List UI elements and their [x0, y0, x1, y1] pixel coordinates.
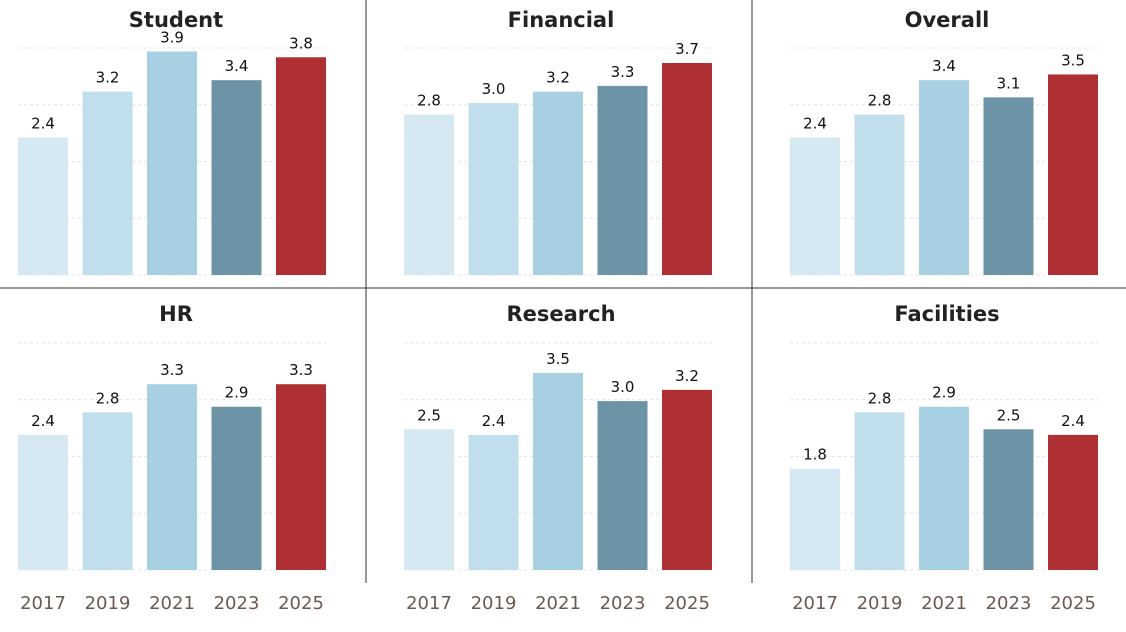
financial-bar-2025 — [662, 62, 712, 275]
hr-x-tick-2019: 2019 — [85, 593, 131, 614]
research-value-label-2021: 3.5 — [546, 350, 570, 368]
facilities-value-label-2021: 2.9 — [932, 384, 956, 402]
hr-bar-2021 — [147, 384, 197, 570]
student-bar-2023 — [211, 80, 262, 276]
research-value-label-2017: 2.5 — [417, 406, 441, 424]
research-bar-2023 — [597, 401, 648, 570]
research-x-tick-2023: 2023 — [600, 593, 646, 614]
overall-value-label-2017: 2.4 — [803, 114, 827, 132]
financial-value-label-2017: 2.8 — [417, 92, 441, 110]
hr-value-label-2021: 3.3 — [160, 361, 184, 379]
facilities-bar-2019 — [854, 412, 905, 570]
research-x-tick-2021: 2021 — [535, 593, 581, 614]
student-bar-2025 — [276, 57, 326, 276]
research-bar-2017 — [404, 429, 454, 570]
hr-x-tick-2025: 2025 — [278, 593, 324, 614]
hr-value-label-2023: 2.9 — [225, 384, 249, 402]
financial-bar-2021 — [533, 91, 583, 275]
student-bar-2019 — [82, 91, 133, 275]
research-bar-2021 — [533, 372, 583, 570]
hr-bar-2023 — [211, 406, 262, 570]
student-value-label-2019: 3.2 — [96, 69, 120, 87]
research-value-label-2019: 2.4 — [482, 412, 506, 430]
facilities-x-tick-2023: 2023 — [986, 593, 1032, 614]
financial-bar-2023 — [597, 85, 648, 275]
hr-bar-2019 — [82, 412, 133, 570]
overall-value-label-2023: 3.1 — [997, 74, 1021, 92]
chart-title-research: Research — [506, 302, 615, 326]
overall-bar-2021 — [919, 80, 969, 276]
financial-value-label-2023: 3.3 — [611, 63, 635, 81]
student-value-label-2023: 3.4 — [225, 57, 249, 75]
overall-bar-2019 — [854, 114, 905, 275]
student-value-label-2021: 3.9 — [160, 29, 184, 47]
financial-value-label-2019: 3.0 — [482, 80, 506, 98]
financial-bar-2017 — [404, 114, 454, 275]
student-bar-2021 — [147, 51, 197, 275]
facilities-x-tick-2025: 2025 — [1050, 593, 1096, 614]
financial-bar-2019 — [468, 103, 519, 275]
overall-bar-2017 — [790, 137, 840, 275]
hr-value-label-2019: 2.8 — [96, 389, 120, 407]
hr-x-tick-2017: 2017 — [20, 593, 66, 614]
facilities-bar-2021 — [919, 406, 969, 570]
student-bar-2017 — [18, 137, 68, 275]
facilities-value-label-2019: 2.8 — [868, 389, 892, 407]
research-value-label-2023: 3.0 — [611, 378, 635, 396]
facilities-x-tick-2021: 2021 — [921, 593, 967, 614]
facilities-bar-2025 — [1048, 434, 1098, 570]
research-value-label-2025: 3.2 — [675, 367, 699, 385]
overall-value-label-2021: 3.4 — [932, 57, 956, 75]
financial-value-label-2021: 3.2 — [546, 69, 570, 87]
facilities-x-tick-2017: 2017 — [792, 593, 838, 614]
student-value-label-2025: 3.8 — [289, 34, 313, 52]
chart-title-financial: Financial — [508, 8, 615, 32]
chart-title-facilities: Facilities — [894, 302, 999, 326]
chart-title-student: Student — [129, 8, 223, 32]
facilities-x-tick-2019: 2019 — [857, 593, 903, 614]
research-bar-2025 — [662, 389, 712, 570]
overall-value-label-2025: 3.5 — [1061, 51, 1085, 69]
hr-x-tick-2023: 2023 — [214, 593, 260, 614]
overall-bar-2023 — [983, 97, 1034, 276]
student-value-label-2017: 2.4 — [31, 114, 55, 132]
financial-value-label-2025: 3.7 — [675, 40, 699, 58]
chart-title-overall: Overall — [905, 8, 990, 32]
facilities-value-label-2025: 2.4 — [1061, 412, 1085, 430]
research-bar-2019 — [468, 434, 519, 570]
research-x-tick-2019: 2019 — [471, 593, 517, 614]
facilities-value-label-2017: 1.8 — [803, 446, 827, 464]
hr-x-tick-2021: 2021 — [149, 593, 195, 614]
overall-bar-2025 — [1048, 74, 1098, 275]
hr-value-label-2025: 3.3 — [289, 361, 313, 379]
facilities-value-label-2023: 2.5 — [997, 406, 1021, 424]
research-x-tick-2025: 2025 — [664, 593, 710, 614]
chart-title-hr: HR — [159, 302, 193, 326]
facilities-bar-2017 — [790, 468, 840, 570]
facilities-bar-2023 — [983, 429, 1034, 570]
hr-value-label-2017: 2.4 — [31, 412, 55, 430]
hr-bar-2017 — [18, 434, 68, 570]
overall-value-label-2019: 2.8 — [868, 92, 892, 110]
hr-bar-2025 — [276, 384, 326, 570]
research-x-tick-2017: 2017 — [406, 593, 452, 614]
chart-marks: 2.4 3.2 3.9 3.4 3.8 2.8 3.0 3.2 3.3 3.7 2.4 2.8 3.4 3… — [18, 29, 1098, 614]
